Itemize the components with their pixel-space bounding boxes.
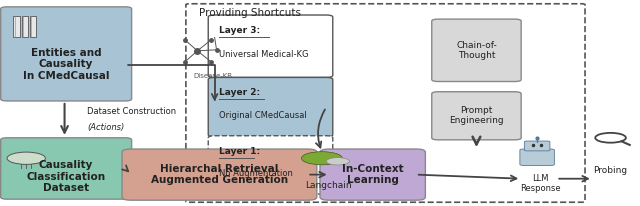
Text: Original CMedCausal: Original CMedCausal (219, 111, 307, 120)
FancyBboxPatch shape (432, 92, 521, 140)
FancyBboxPatch shape (520, 149, 554, 165)
Text: Entities and
Causality
In CMedCausal: Entities and Causality In CMedCausal (23, 48, 109, 81)
Text: Causality
Classification
Dataset: Causality Classification Dataset (27, 160, 106, 193)
FancyBboxPatch shape (122, 149, 317, 200)
Bar (30, 16, 36, 36)
Text: Langchain: Langchain (305, 181, 351, 190)
Text: Prompt
Engineering: Prompt Engineering (449, 106, 504, 125)
Text: Dataset Construction: Dataset Construction (87, 107, 176, 116)
FancyBboxPatch shape (208, 136, 333, 194)
Text: Universal Medical-KG: Universal Medical-KG (219, 50, 308, 59)
Circle shape (301, 152, 342, 165)
FancyBboxPatch shape (524, 141, 550, 151)
Bar (13, 16, 20, 36)
Bar (22, 16, 28, 36)
Text: (Actions): (Actions) (87, 123, 124, 132)
Text: Layer 2:: Layer 2: (219, 88, 260, 97)
Text: In-Context
Learning: In-Context Learning (342, 164, 403, 185)
Text: Providing Shortcuts: Providing Shortcuts (198, 8, 301, 18)
Text: Chain-of-
Thought: Chain-of- Thought (456, 41, 497, 60)
FancyBboxPatch shape (432, 19, 521, 82)
FancyBboxPatch shape (208, 77, 333, 137)
FancyBboxPatch shape (1, 7, 132, 101)
FancyBboxPatch shape (320, 149, 426, 200)
Text: Layer 1:: Layer 1: (219, 147, 260, 156)
Text: Layer 3:: Layer 3: (219, 26, 260, 35)
Text: Probing: Probing (593, 166, 628, 175)
Text: Disease-KB: Disease-KB (193, 74, 232, 80)
Circle shape (326, 158, 349, 165)
FancyBboxPatch shape (1, 138, 132, 199)
Text: No Augmentation: No Augmentation (219, 169, 293, 178)
Text: LLM
Response: LLM Response (520, 174, 561, 193)
FancyBboxPatch shape (208, 15, 333, 77)
Circle shape (7, 152, 45, 164)
Text: Hierarchal Retrieval
Augmented Generation: Hierarchal Retrieval Augmented Generatio… (151, 164, 288, 185)
